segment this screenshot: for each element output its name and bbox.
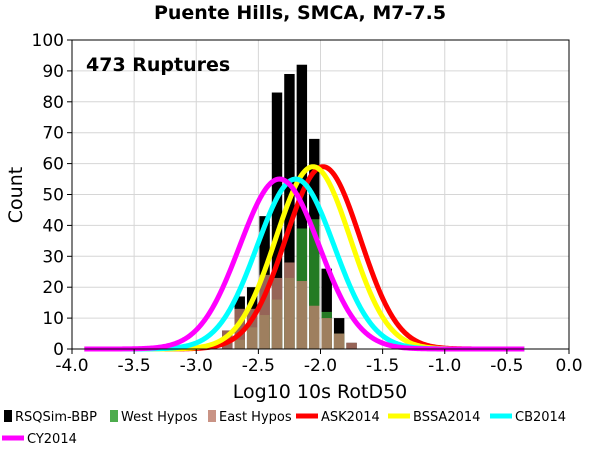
bar-east-hypos <box>271 277 283 349</box>
x-tick-label: -3.0 <box>180 356 213 376</box>
legend-item-cy2014: CY2014 <box>2 432 77 447</box>
x-axis-label: Log10 10s RotD50 <box>233 381 408 403</box>
legend: RSQSim-BBP West Hypos East Hypos ASK2014 BSS… <box>2 410 566 447</box>
legend-item-bssa2014: BSSA2014 <box>388 410 480 425</box>
y-axis: 0 10 20 30 40 50 60 70 80 90 100 <box>32 31 72 360</box>
bar-east-hypos <box>296 281 308 349</box>
bar-west-hypos <box>309 219 320 349</box>
y-axis-label: Count <box>5 167 27 223</box>
y-tick-label: 80 <box>42 93 64 113</box>
bar-east-hypos <box>246 308 258 349</box>
chart-title: Puente Hills, SMCA, M7-7.5 <box>154 2 446 24</box>
legend-item-rsqsim-bbp: RSQSim-BBP <box>4 410 97 425</box>
legend-item-ask2014: ASK2014 <box>296 410 380 425</box>
bar-east-hypos <box>284 262 295 349</box>
legend-item-cb2014: CB2014 <box>490 410 566 425</box>
y-tick-label: 30 <box>42 247 64 267</box>
grid-lines <box>72 40 569 349</box>
y-tick-label: 20 <box>42 278 64 298</box>
legend-swatch <box>208 410 216 422</box>
legend-label: CY2014 <box>27 432 77 447</box>
x-tick-label: -1.5 <box>366 356 399 376</box>
legend-swatch <box>4 410 12 422</box>
x-tick-label: -3.5 <box>118 356 151 376</box>
bar-east-hypos <box>333 333 345 349</box>
legend-label: ASK2014 <box>321 410 380 425</box>
histogram-bars <box>222 64 357 350</box>
y-tick-label: 60 <box>42 155 64 175</box>
bar-east-hypos <box>234 308 245 349</box>
x-axis: -4.0 -3.5 -3.0 -2.5 -2.0 -1.5 -1.0 -0.5 0.0 <box>55 349 583 376</box>
y-tick-label: 70 <box>42 124 64 144</box>
bar-rsqsim-bbp <box>321 268 332 349</box>
x-tick-label: -4.0 <box>55 356 88 376</box>
x-tick-label: -1.0 <box>428 356 461 376</box>
y-tick-label: 100 <box>32 31 64 51</box>
legend-item-west-hypos: West Hypos <box>110 410 198 425</box>
x-tick-label: -0.5 <box>490 356 523 376</box>
rupture-count-annotation: 473 Ruptures <box>86 54 230 76</box>
bar-rsqsim-bbp <box>271 92 283 349</box>
y-tick-label: 50 <box>42 186 64 206</box>
legend-label: BSSA2014 <box>413 410 480 425</box>
x-tick-label: -2.5 <box>242 356 275 376</box>
bar-east-hypos <box>346 342 357 349</box>
legend-label: CB2014 <box>515 410 566 425</box>
y-tick-label: 0 <box>53 340 64 360</box>
bar-east-hypos <box>259 274 270 349</box>
x-tick-label: 0.0 <box>555 356 582 376</box>
legend-label: East Hypos <box>219 410 292 425</box>
bar-east-hypos <box>309 305 320 349</box>
legend-swatch <box>110 410 118 422</box>
legend-label: West Hypos <box>121 410 198 425</box>
y-tick-label: 10 <box>42 309 64 329</box>
bar-rsqsim-bbp <box>284 73 295 350</box>
y-tick-label: 90 <box>42 62 64 82</box>
x-tick-label: -2.0 <box>304 356 337 376</box>
legend-item-east-hypos: East Hypos <box>208 410 292 425</box>
legend-label: RSQSim-BBP <box>15 410 97 425</box>
bar-east-hypos <box>321 318 332 349</box>
y-tick-label: 40 <box>42 216 64 236</box>
